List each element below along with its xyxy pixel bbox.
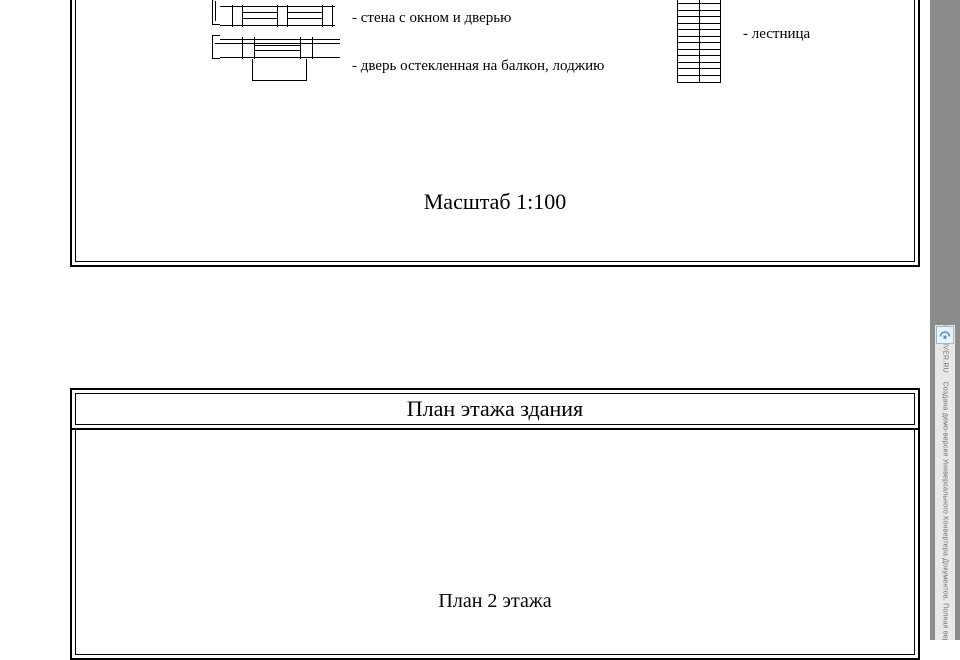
scale-caption: Масштаб 1:100 — [72, 189, 918, 215]
page-subtitle: План 2 этажа — [72, 590, 918, 613]
page-title: План этажа здания — [407, 396, 583, 422]
symbol-wall-window-door — [212, 3, 342, 33]
legend-label: - дверь остекленная на балкон, лоджию — [352, 58, 604, 75]
legend-label: - лестница — [743, 26, 810, 43]
print-driver-icon — [936, 326, 954, 344]
watermark-band: WWW.PRINT-DRIVER.RU Создана демо-версия … — [935, 325, 955, 640]
legend-block: - стена с окном и дверью - дверь остекле… — [212, 0, 604, 84]
watermark-message: Создана демо-версия Универсального Конве… — [942, 381, 949, 640]
symbol-balcony-door — [212, 41, 342, 91]
legend-label: - стена с окном и дверью — [352, 10, 511, 27]
legend-row-wall-window-door: - стена с окном и дверью — [212, 0, 604, 36]
body-frame: План 2 этажа — [70, 430, 920, 660]
title-frame: План этажа здания — [70, 388, 920, 430]
legend-row-balcony-door: - дверь остекленная на балкон, лоджию — [212, 48, 604, 84]
legend-row-stairs: - лестница — [677, 0, 810, 83]
legend-frame: - стена с окном и дверью - дверь остекле… — [70, 0, 920, 267]
watermark-text: WWW.PRINT-DRIVER.RU Создана демо-версия … — [942, 325, 949, 640]
